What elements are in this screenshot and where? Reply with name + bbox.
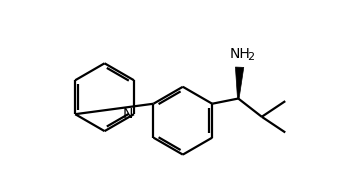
Text: N: N	[123, 107, 133, 121]
Polygon shape	[236, 67, 244, 99]
Text: NH: NH	[230, 47, 251, 61]
Text: 2: 2	[247, 52, 255, 62]
